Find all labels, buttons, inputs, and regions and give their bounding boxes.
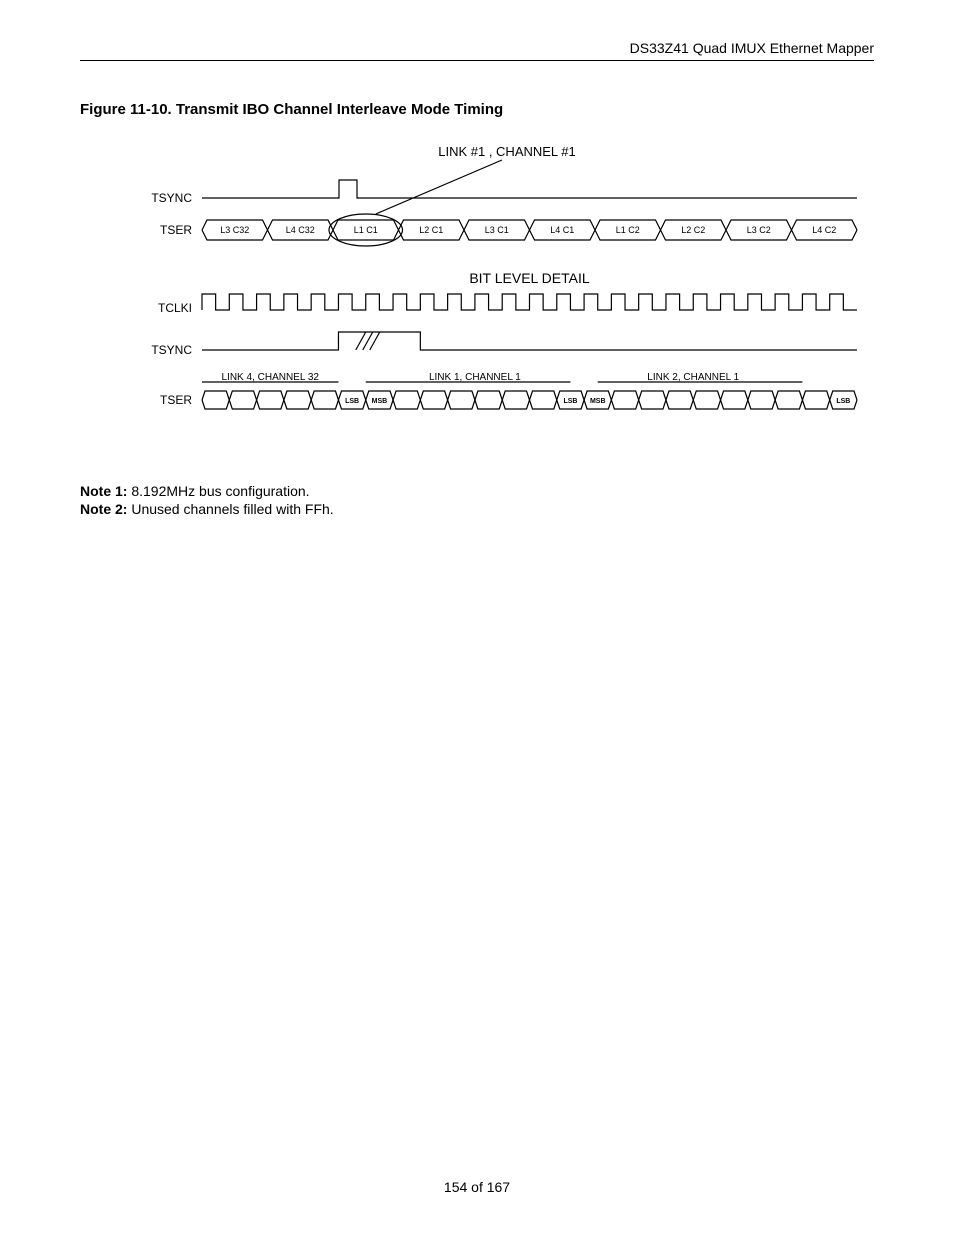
- svg-text:TCLKI: TCLKI: [158, 301, 192, 315]
- product-name: DS33Z41 Quad IMUX Ethernet Mapper: [630, 40, 874, 56]
- timing-diagram: LINK #1 , CHANNEL #1 TSYNC TSER L3 C32 L4 C3…: [87, 138, 867, 443]
- svg-text:L2 C1: L2 C1: [419, 225, 443, 235]
- svg-text:LSB: LSB: [563, 398, 577, 405]
- note-2: Note 2: Unused channels filled with FFh.: [80, 501, 874, 517]
- svg-text:TSER: TSER: [160, 223, 192, 237]
- svg-text:MSB: MSB: [590, 398, 606, 405]
- svg-text:TSYNC: TSYNC: [151, 343, 192, 357]
- svg-text:MSB: MSB: [372, 398, 388, 405]
- svg-text:L1 C2: L1 C2: [616, 225, 640, 235]
- svg-text:LINK 4, CHANNEL 32: LINK 4, CHANNEL 32: [222, 372, 320, 383]
- svg-text:LSB: LSB: [345, 398, 359, 405]
- svg-text:LSB: LSB: [836, 398, 850, 405]
- svg-text:L4 C1: L4 C1: [550, 225, 574, 235]
- svg-text:L4 C2: L4 C2: [812, 225, 836, 235]
- page-footer: 154 of 167: [0, 1179, 954, 1195]
- svg-text:L3 C32: L3 C32: [220, 225, 249, 235]
- svg-text:L3 C1: L3 C1: [485, 225, 509, 235]
- page-number: 154 of 167: [444, 1179, 510, 1195]
- svg-text:L2 C2: L2 C2: [681, 225, 705, 235]
- svg-text:L1 C1: L1 C1: [354, 225, 378, 235]
- notes-block: Note 1: 8.192MHz bus configuration. Note…: [80, 483, 874, 517]
- svg-text:L4 C32: L4 C32: [286, 225, 315, 235]
- svg-text:LINK 2, CHANNEL 1: LINK 2, CHANNEL 1: [647, 372, 739, 383]
- svg-text:LINK 1, CHANNEL 1: LINK 1, CHANNEL 1: [429, 372, 521, 383]
- svg-text:TSYNC: TSYNC: [151, 191, 192, 205]
- svg-text:L3 C2: L3 C2: [747, 225, 771, 235]
- figure-title: Figure 11-10. Transmit IBO Channel Inter…: [80, 101, 874, 118]
- note-1: Note 1: 8.192MHz bus configuration.: [80, 483, 874, 499]
- svg-text:BIT LEVEL DETAIL: BIT LEVEL DETAIL: [469, 270, 590, 286]
- svg-text:TSER: TSER: [160, 393, 192, 407]
- page-header: DS33Z41 Quad IMUX Ethernet Mapper: [80, 40, 874, 61]
- svg-text:LINK #1 , CHANNEL #1: LINK #1 , CHANNEL #1: [438, 144, 576, 159]
